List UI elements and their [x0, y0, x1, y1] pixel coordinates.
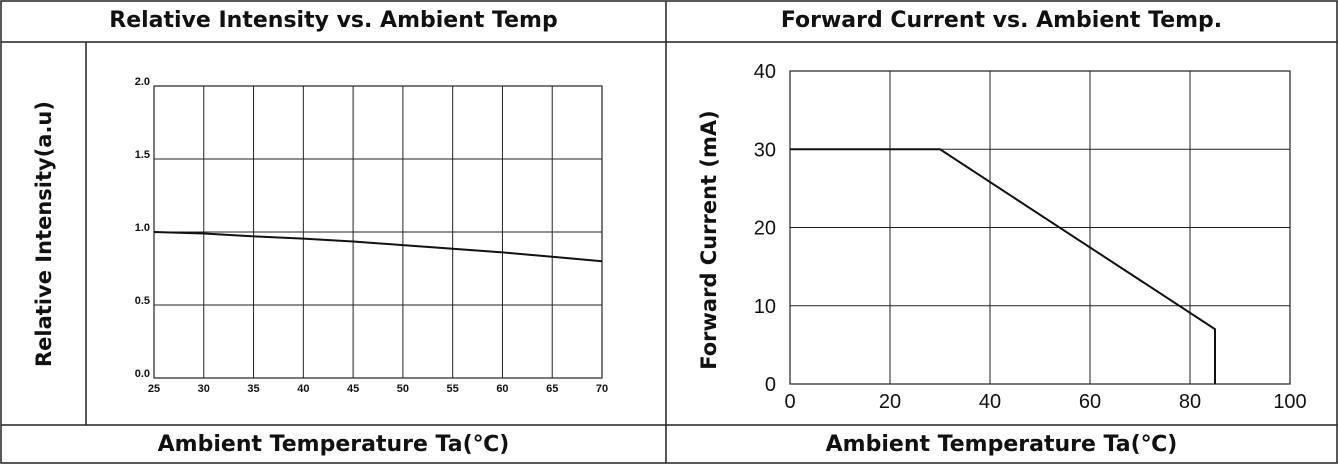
left-series-line-0	[153, 231, 603, 263]
right-x-tick-label: 100	[1273, 391, 1306, 413]
left-x-tick-label: 40	[297, 383, 309, 395]
left-x-tick-label: 50	[397, 383, 409, 395]
right-y-tick-label: 0	[765, 374, 776, 396]
left-x-tick-label: 30	[198, 383, 210, 395]
right-series-line-0	[790, 148, 1216, 384]
right-x-tick-label: 80	[1179, 391, 1201, 413]
right-y-tick-label: 20	[754, 218, 776, 240]
right-x-tick-label: 20	[879, 391, 901, 413]
left-y-tick-label: 0.0	[135, 368, 150, 380]
left-x-tick-label: 60	[496, 383, 508, 395]
right-plot-frame	[789, 70, 1291, 385]
right-x-axis-label: Ambient Temperature Ta(℃)	[825, 432, 1178, 457]
right-x-tick-label: 40	[979, 391, 1001, 413]
right-x-tick-label: 60	[1079, 391, 1101, 413]
left-y-tick-label: 0.5	[135, 295, 150, 307]
right-y-tick-label: 30	[754, 139, 776, 161]
left-y-tick-label: 2.0	[135, 76, 150, 88]
left-x-tick-label: 25	[148, 383, 160, 395]
left-x-tick-label: 70	[596, 383, 608, 395]
right-chart-title: Forward Current vs. Ambient Temp.	[780, 8, 1223, 33]
left-x-tick-label: 65	[546, 383, 558, 395]
left-chart-title: Relative Intensity vs. Ambient Temp	[109, 8, 558, 33]
right-y-tick-label: 10	[754, 296, 776, 318]
right-x-tick-label: 0	[784, 391, 795, 413]
left-x-tick-label: 35	[247, 383, 259, 395]
left-x-tick-label: 45	[347, 383, 359, 395]
left-y-tick-label: 1.0	[135, 222, 150, 234]
left-x-axis-label: Ambient Temperature Ta(℃)	[157, 432, 510, 457]
left-x-tick-label: 55	[447, 383, 459, 395]
left-y-tick-label: 1.5	[135, 149, 150, 161]
right-y-tick-label: 40	[754, 61, 776, 83]
